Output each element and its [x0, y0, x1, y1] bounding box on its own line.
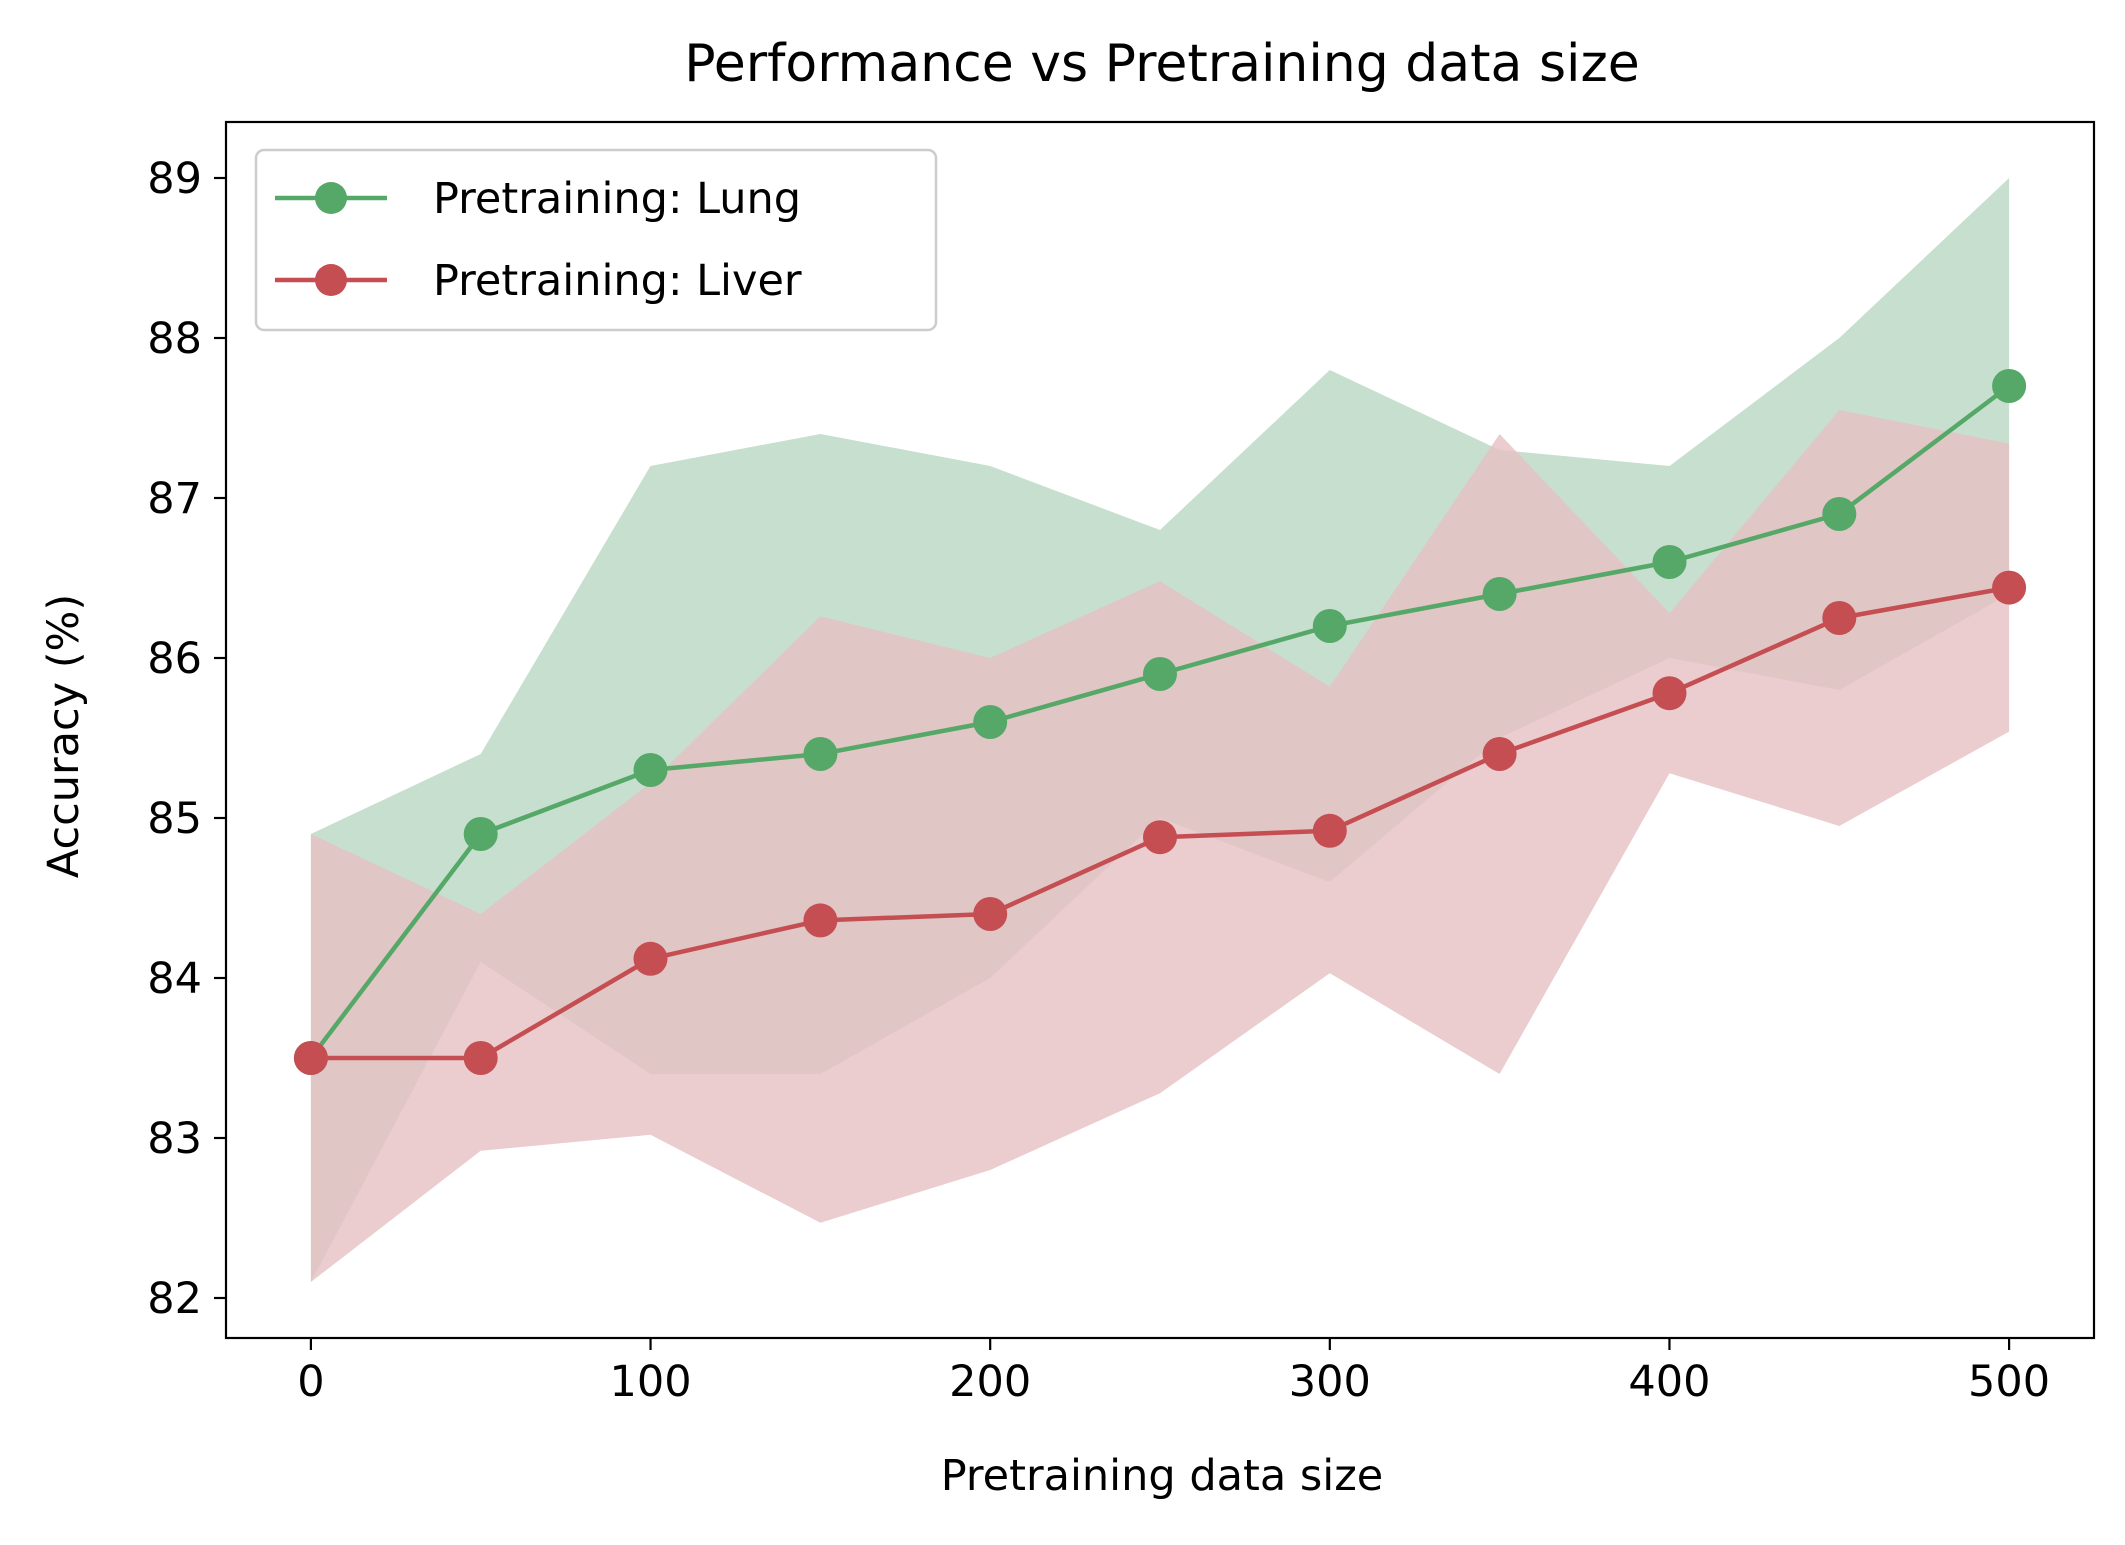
plot-frame: [224, 120, 2096, 1340]
x-axis-label: Pretraining data size: [941, 1451, 1384, 1501]
x-tick-label: 300: [1289, 1357, 1371, 1407]
y-tick-label: 86: [147, 634, 202, 684]
x-tick-label: 500: [1968, 1357, 2050, 1407]
point-liver: [1482, 737, 1517, 771]
point-liver: [973, 897, 1008, 931]
legend-frame: [254, 148, 938, 332]
point-liver: [293, 1041, 328, 1075]
point-lung: [803, 737, 838, 771]
legend: Pretraining: Lung Pretraining: Liver: [254, 148, 938, 332]
y-tick-label: 89: [147, 154, 202, 204]
point-lung: [633, 753, 668, 787]
legend-label-lung: Pretraining: Lung: [433, 174, 801, 224]
y-axis-label: Accuracy (%): [39, 594, 89, 878]
point-liver: [1312, 813, 1347, 848]
point-liver: [1822, 601, 1857, 635]
legend-label-liver: Pretraining: Liver: [433, 256, 802, 306]
y-tick-label: 88: [147, 314, 202, 364]
point-liver: [803, 903, 838, 938]
point-liver: [1143, 820, 1177, 855]
y-tick-label: 83: [147, 1114, 202, 1164]
y-tick-label: 87: [147, 474, 202, 524]
x-axis-ticks: 0 100 200 300 400 500: [297, 1338, 2050, 1407]
legend-marker-lung: [315, 182, 347, 214]
point-lung: [1482, 577, 1517, 611]
x-tick-label: 400: [1628, 1357, 1710, 1407]
y-tick-label: 85: [147, 794, 202, 844]
x-tick-label: 0: [297, 1357, 324, 1407]
point-lung: [1992, 369, 2027, 403]
point-liver: [1992, 570, 2027, 605]
chart-title: Performance vs Pretraining data size: [684, 34, 1640, 94]
point-liver: [1652, 676, 1687, 711]
legend-marker-liver: [315, 264, 347, 296]
point-liver: [633, 941, 668, 976]
series-markers: [293, 369, 2027, 1075]
point-liver: [463, 1041, 498, 1075]
x-tick-label: 200: [949, 1357, 1031, 1407]
point-lung: [463, 817, 498, 851]
x-tick-label: 100: [610, 1357, 692, 1407]
point-lung: [1312, 609, 1347, 643]
y-tick-label: 84: [147, 954, 202, 1004]
point-lung: [1822, 497, 1857, 531]
point-lung: [1652, 545, 1687, 579]
point-lung: [1143, 657, 1177, 691]
point-lung: [973, 705, 1008, 739]
y-tick-label: 82: [147, 1274, 202, 1324]
y-axis-ticks: 82 83 84 85 86 87 88 89: [147, 154, 226, 1324]
